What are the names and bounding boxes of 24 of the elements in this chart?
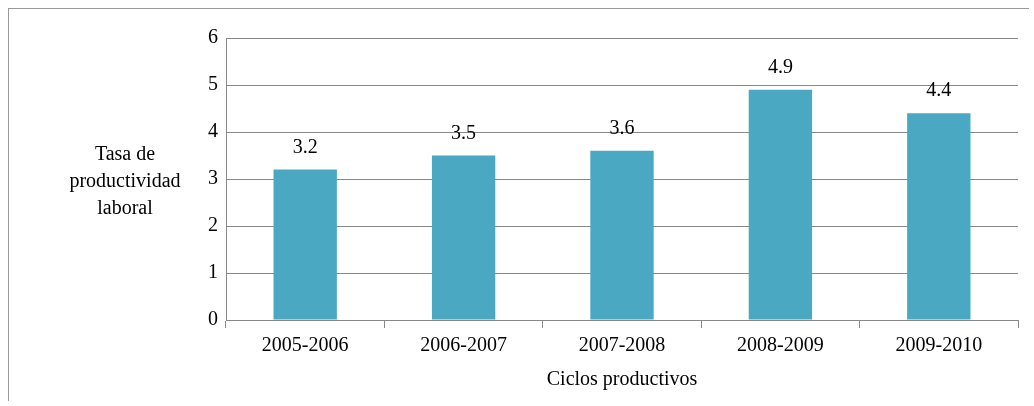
data-label: 3.5 — [451, 120, 477, 143]
y-axis-title: Tasa de productividad laboral — [69, 142, 181, 218]
data-label: 3.6 — [609, 116, 635, 139]
y-tick-label: 6 — [208, 25, 218, 48]
y-tick-label: 4 — [208, 119, 218, 142]
x-axis-title: Ciclos productivos — [546, 367, 698, 391]
y-tick-label: 0 — [208, 307, 218, 330]
bar — [273, 169, 337, 320]
y-tick-label: 2 — [208, 213, 218, 236]
x-tick-label: 2006-2007 — [420, 333, 507, 356]
bar — [590, 150, 654, 320]
y-tick-label: 5 — [208, 72, 218, 95]
y-tick-label: 1 — [208, 260, 218, 283]
x-tick-label: 2008-2009 — [737, 333, 824, 356]
bar — [907, 113, 971, 320]
data-label: 3.2 — [292, 134, 318, 157]
x-tick-label: 2007-2008 — [578, 333, 666, 356]
x-tick-label: 2009-2010 — [895, 333, 983, 356]
bar — [431, 155, 496, 320]
y-tick-label: 3 — [208, 166, 218, 189]
data-label: 4.4 — [926, 78, 952, 101]
x-tick-label: 2005-2006 — [261, 333, 349, 356]
bar — [748, 89, 813, 320]
data-label: 4.9 — [767, 54, 793, 77]
